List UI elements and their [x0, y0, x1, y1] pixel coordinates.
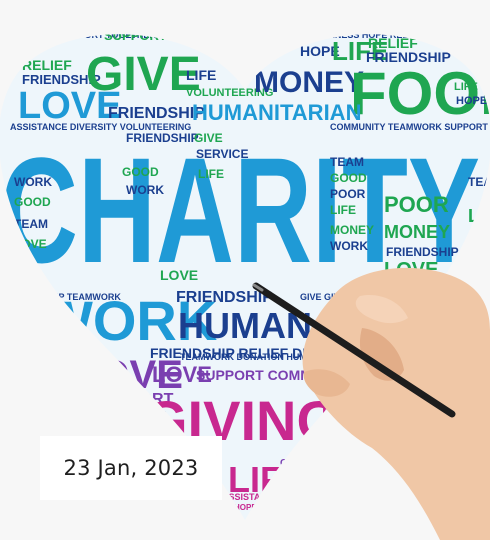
svg-text:LIFE: LIFE: [332, 36, 388, 66]
svg-text:HOPE: HOPE: [234, 503, 257, 512]
svg-text:ASSISTANCE: ASSISTANCE: [222, 492, 279, 502]
svg-text:FRIENDSHIP: FRIENDSHIP: [176, 289, 273, 306]
svg-text:SUPPORT: SUPPORT: [104, 28, 167, 43]
svg-text:GOOD: GOOD: [122, 165, 159, 179]
date-badge: 23 Jan, 2023: [40, 436, 222, 500]
svg-text:LIFE: LIFE: [468, 206, 490, 226]
svg-text:FRIENDSHIP: FRIENDSHIP: [126, 131, 199, 145]
svg-text:LOVE: LOVE: [18, 85, 121, 127]
svg-text:WORK: WORK: [126, 183, 164, 197]
svg-text:LOVE: LOVE: [14, 237, 47, 251]
svg-text:MONEY: MONEY: [384, 222, 450, 242]
svg-text:CHARITY: CHARITY: [0, 126, 480, 294]
svg-text:LOVE: LOVE: [160, 267, 198, 283]
svg-text:WORK: WORK: [14, 175, 52, 189]
svg-text:COMMUNITY TEAMWORK SUPPORT: COMMUNITY TEAMWORK SUPPORT: [330, 122, 488, 132]
svg-text:LIFE: LIFE: [8, 289, 34, 303]
svg-text:POOR: POOR: [384, 192, 449, 217]
svg-text:TEAMWORK DONATION HUMANITARIAN: TEAMWORK DONATION HUMANITARIAN SERVICE: [180, 352, 398, 362]
svg-text:RELIEF: RELIEF: [368, 35, 418, 51]
svg-text:GOOD: GOOD: [330, 171, 367, 185]
svg-text:HOPE: HOPE: [284, 484, 313, 495]
svg-text:TOGETHERNESS HOPE RELIEF COMMU: TOGETHERNESS HOPE RELIEF COMMUNITY: [285, 30, 480, 40]
svg-text:HOPE: HOPE: [456, 95, 487, 107]
svg-text:GIVE: GIVE: [194, 131, 223, 145]
svg-text:SERVICE: SERVICE: [196, 147, 248, 161]
svg-text:HUMANITARIAN: HUMANITARIAN: [192, 100, 361, 125]
svg-text:TEAMWORK: TEAMWORK: [106, 422, 160, 432]
svg-text:MONEY: MONEY: [254, 66, 364, 99]
svg-text:TEAM: TEAM: [14, 217, 48, 231]
hand-with-pen: [252, 267, 490, 540]
svg-text:ASSISTANCE DIVERSITY VOLUNTEER: ASSISTANCE DIVERSITY VOLUNTEERING: [10, 122, 191, 132]
svg-text:LIFE: LIFE: [198, 167, 224, 181]
svg-text:HOPE: HOPE: [300, 43, 340, 59]
svg-text:COMMUNITY: COMMUNITY: [104, 410, 166, 421]
svg-text:FRIENDSHIP: FRIENDSHIP: [366, 49, 451, 65]
svg-text:FOOD: FOOD: [350, 60, 490, 127]
svg-text:POOR: POOR: [330, 187, 366, 201]
svg-text:FRIENDSHIP: FRIENDSHIP: [22, 72, 101, 87]
svg-text:TEAM: TEAM: [468, 175, 490, 189]
svg-text:SUPPORT TOGETHERNESS FRIENDSHI: SUPPORT TOGETHERNESS FRIENDSHIP: [60, 30, 237, 40]
svg-text:TEAM: TEAM: [330, 155, 364, 169]
svg-text:TOGETHERNESS: TOGETHERNESS: [280, 470, 354, 480]
svg-text:LIFE: LIFE: [186, 67, 216, 83]
svg-text:LIFE: LIFE: [454, 81, 478, 93]
svg-text:LIFE: LIFE: [330, 203, 356, 217]
svg-text:LOVE: LOVE: [152, 362, 212, 387]
svg-text:WORK: WORK: [330, 239, 368, 253]
svg-text:GIVE: GIVE: [86, 48, 201, 101]
svg-text:VOLUNTEERING: VOLUNTEERING: [186, 87, 273, 99]
date-text: 23 Jan, 2023: [63, 456, 199, 480]
svg-text:MONEY: MONEY: [330, 223, 374, 237]
svg-text:RELIEF: RELIEF: [22, 57, 72, 73]
svg-text:FRIENDSHIP: FRIENDSHIP: [108, 105, 205, 122]
svg-text:GOOD: GOOD: [14, 195, 51, 209]
svg-text:COMMUNITY: COMMUNITY: [280, 458, 342, 469]
svg-text:FRIENDSHIP TEAMWORK: FRIENDSHIP TEAMWORK: [10, 292, 121, 302]
svg-text:FRIENDSHIP: FRIENDSHIP: [386, 245, 459, 259]
